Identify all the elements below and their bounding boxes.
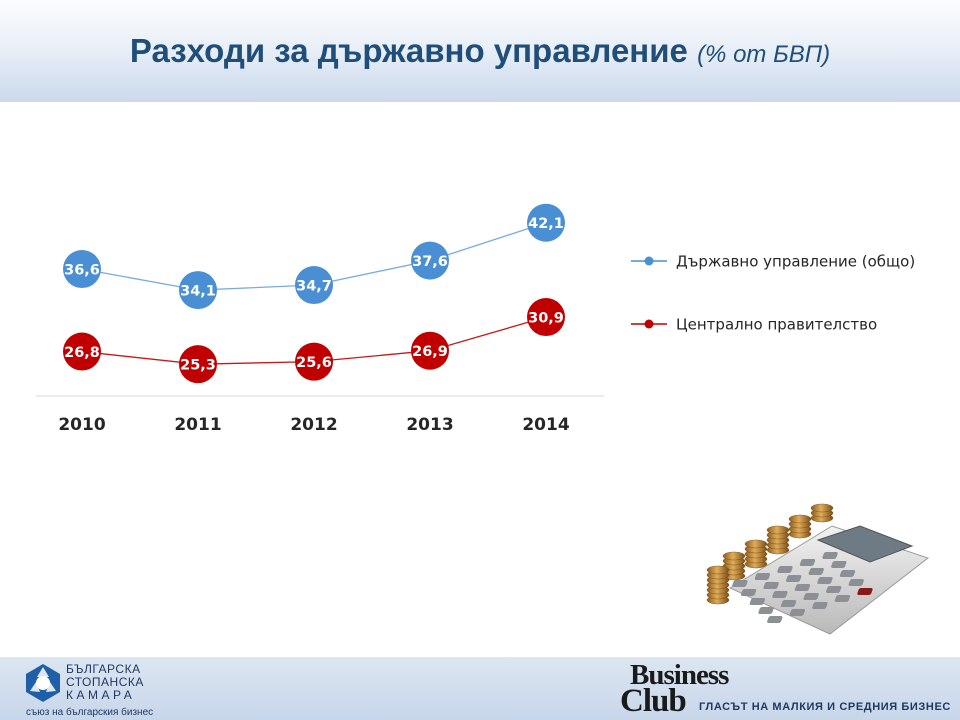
bsk-logo-icon [26, 664, 60, 702]
bsk-logo-text: БЪЛГАРСКА СТОПАНСКА КАМАРА [66, 663, 144, 702]
data-point [295, 342, 333, 381]
data-label: 36,6 [64, 263, 100, 279]
legend-label-1: Държавно управление (общо) [676, 253, 915, 271]
legend-label-2: Централно правителство [676, 316, 877, 334]
x-tick-label: 2014 [522, 415, 569, 435]
bc-slogan: ГЛАСЪТ НА МАЛКИЯ И СРЕДНИЯ БИЗНЕС [699, 701, 951, 713]
bc-word-club: Club [620, 683, 687, 719]
bsk-line-1: БЪЛГАРСКА [66, 662, 141, 676]
data-point [411, 331, 449, 370]
data-label: 26,8 [64, 345, 100, 361]
footer-band: БЪЛГАРСКА СТОПАНСКА КАМАРА съюз на бълга… [0, 657, 960, 720]
data-point [179, 345, 217, 384]
calculator-coins-icon [700, 476, 932, 651]
x-tick-label: 2011 [174, 415, 221, 435]
bsk-slogan: съюз на българския бизнес [26, 707, 154, 718]
data-point [63, 250, 101, 289]
data-label: 25,3 [180, 358, 216, 374]
bsk-line-3: КАМАРА [66, 688, 136, 702]
x-tick-label: 2013 [406, 415, 453, 435]
data-label: 26,9 [412, 344, 448, 360]
header-band: Разходи за държавно управление (% от БВП… [0, 0, 960, 102]
data-point [527, 298, 565, 337]
title-text: Разходи за държавно управление [129, 32, 688, 69]
page-title: Разходи за държавно управление (% от БВП… [0, 32, 960, 70]
bsk-logo: БЪЛГАРСКА СТОПАНСКА КАМАРА съюз на бълга… [22, 661, 172, 719]
data-label: 25,6 [296, 355, 332, 371]
data-label: 37,6 [412, 254, 448, 270]
data-point [179, 271, 217, 310]
data-label: 42,1 [528, 216, 564, 232]
line-chart: 2010 2011 2012 2013 2014 36,6 34,1 34,7 37,6 42,1… [36, 203, 915, 435]
data-label: 34,7 [296, 279, 332, 295]
data-point [63, 332, 101, 371]
title-subtitle: (% от БВП) [697, 41, 831, 68]
x-tick-label: 2012 [290, 415, 337, 435]
legend-marker-1 [644, 256, 654, 266]
bc-word-business: Business [630, 659, 729, 691]
business-club-logo: Business Club ГЛАСЪТ НА МАЛКИЯ И СРЕДНИЯ… [620, 659, 950, 719]
legend-marker-2 [644, 319, 654, 329]
data-point [295, 266, 333, 305]
data-point [527, 203, 565, 242]
x-tick-label: 2010 [58, 415, 105, 435]
bsk-line-2: СТОПАНСКА [66, 675, 144, 689]
data-label: 30,9 [528, 311, 564, 327]
data-label: 34,1 [180, 284, 216, 300]
data-point [411, 241, 449, 280]
